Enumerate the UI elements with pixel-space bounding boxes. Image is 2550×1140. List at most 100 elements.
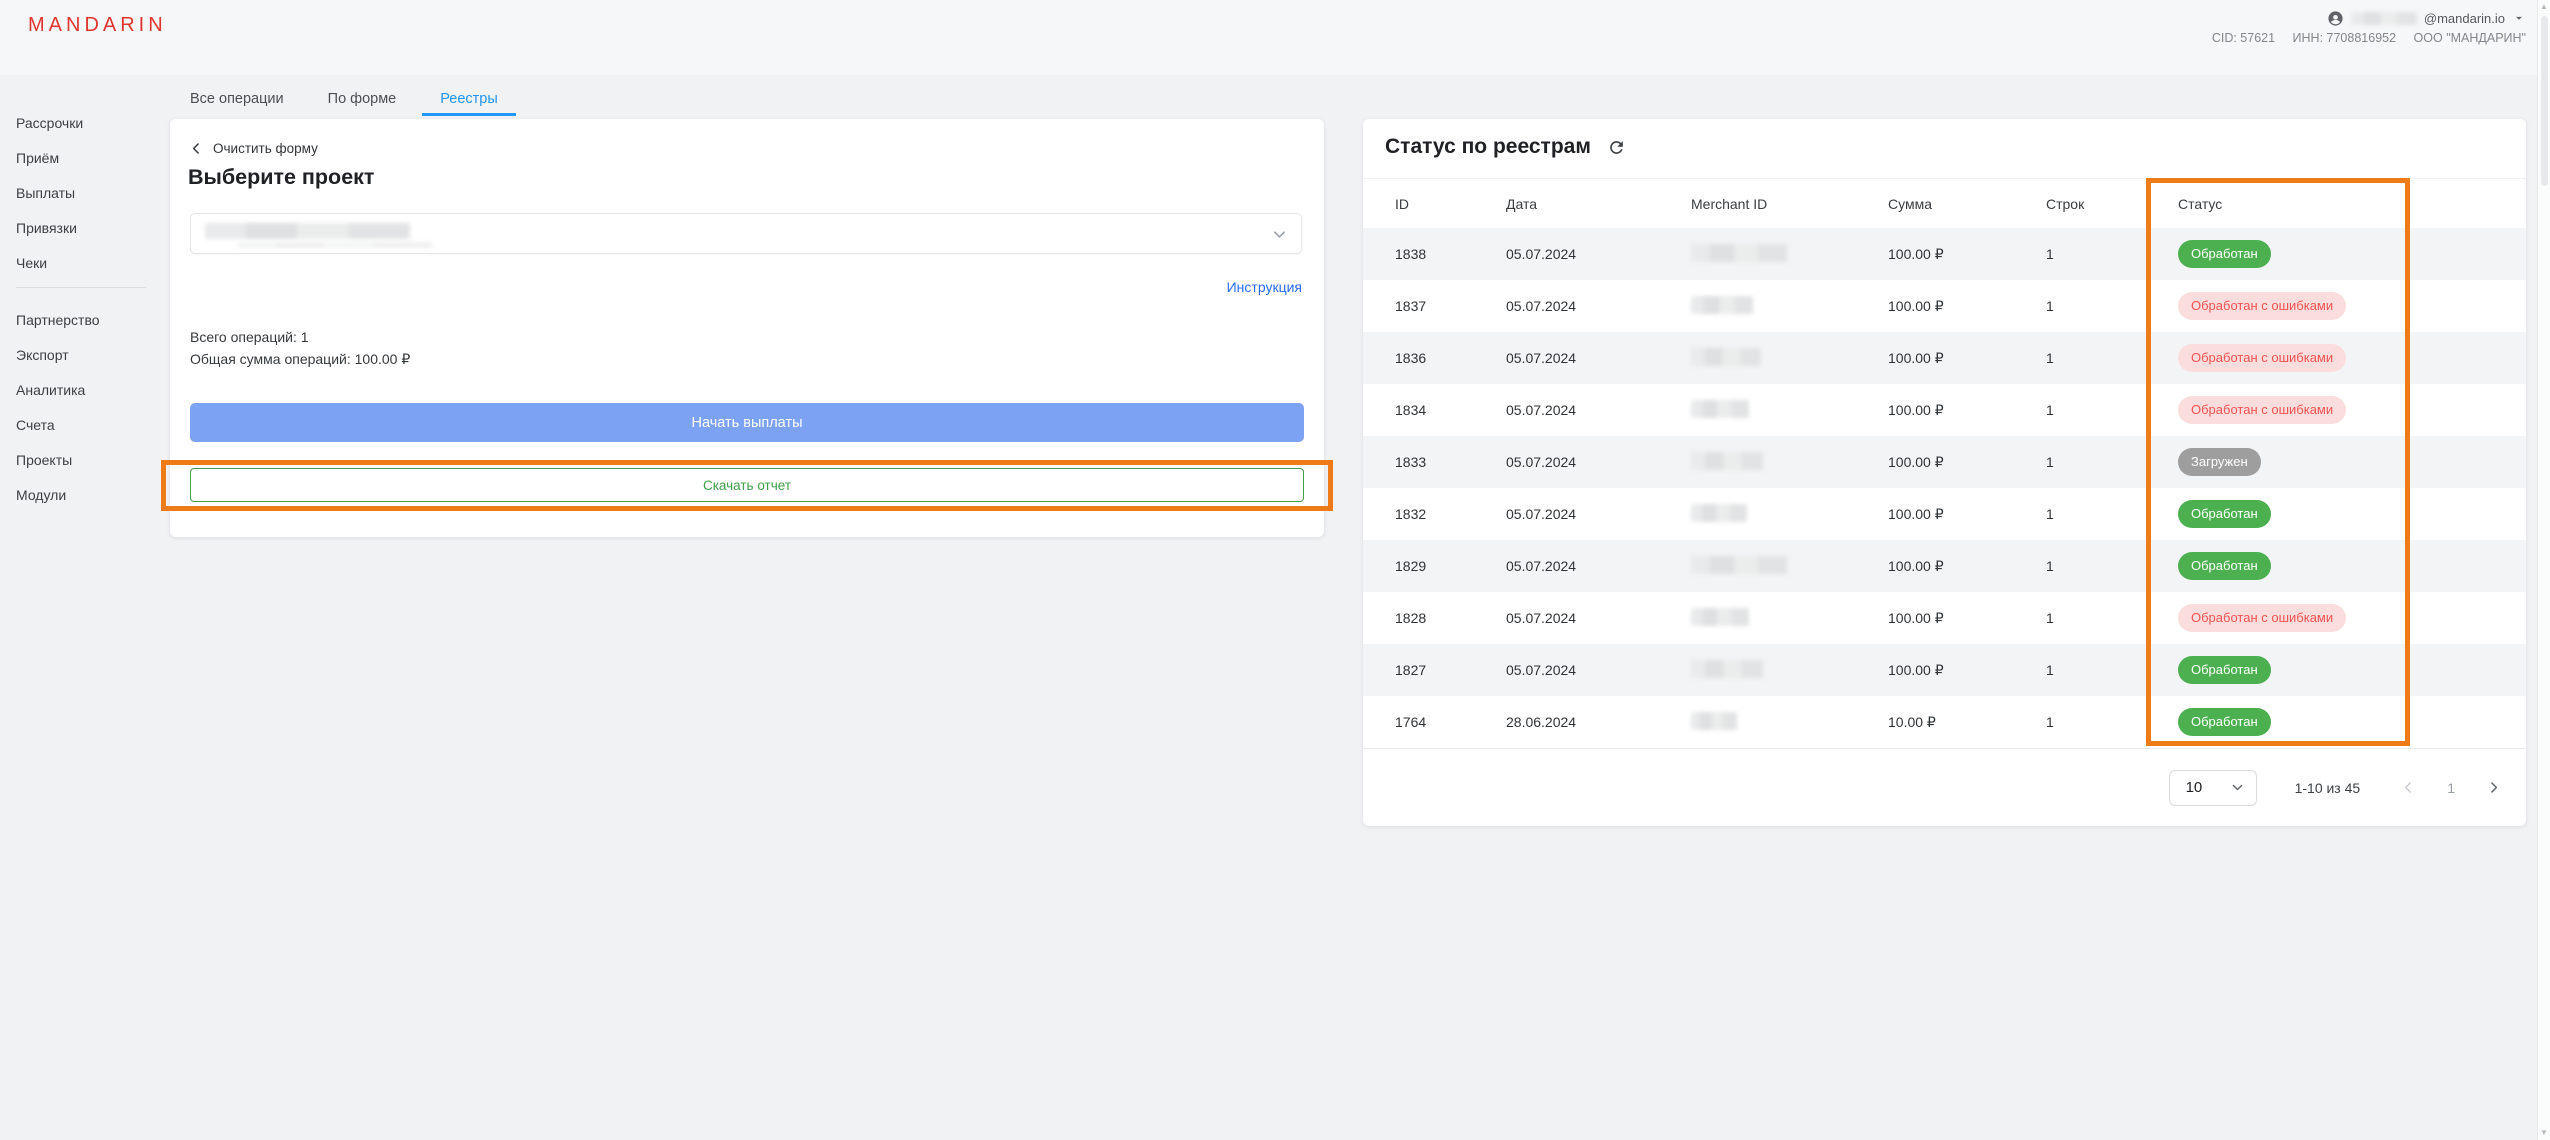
clear-form-button[interactable]: Очистить форму — [190, 141, 318, 156]
total-operations-text: Всего операций: 1 — [190, 329, 309, 345]
chevron-down-icon — [1272, 227, 1287, 247]
scrollbar-thumb[interactable] — [2541, 16, 2548, 186]
prev-page-button[interactable] — [2402, 781, 2415, 794]
sidebar-item-moduli[interactable]: Модули — [16, 487, 67, 503]
merchant-id-redacted — [1691, 399, 1749, 418]
tabs: Все операции По форме Реестры — [172, 84, 516, 116]
sidebar-item-priyom[interactable]: Приём — [16, 150, 60, 166]
status-badge: Обработан — [2178, 500, 2271, 528]
sidebar-item-analitika[interactable]: Аналитика — [16, 382, 86, 398]
cell-date: 05.07.2024 — [1506, 350, 1577, 366]
cell-id: 1833 — [1395, 454, 1427, 470]
cell-status: Обработан — [2178, 656, 2440, 684]
account-meta: CID: 57621 ИНН: 7708816952 ООО "МАНДАРИН… — [2198, 31, 2526, 45]
sidebar-item-eksport[interactable]: Экспорт — [16, 347, 69, 363]
table-row[interactable]: 1832 05.07.2024 100.00 ₽ 1 Обработан — [1363, 488, 2526, 540]
merchant-id-redacted — [1691, 451, 1763, 470]
cell-date: 05.07.2024 — [1506, 662, 1577, 678]
registry-title: Статус по реестрам — [1385, 135, 1591, 158]
next-page-button[interactable] — [2487, 781, 2500, 794]
cell-merchant — [1691, 659, 1888, 681]
cell-merchant — [1691, 711, 1888, 733]
cell-sum: 100.00 ₽ — [1888, 349, 1944, 366]
table-header: ID Дата Merchant ID Сумма Строк Статус — [1363, 178, 2526, 228]
tab-registries[interactable]: Реестры — [422, 84, 516, 116]
table-row[interactable]: 1827 05.07.2024 100.00 ₽ 1 Обработан — [1363, 644, 2526, 696]
sidebar-item-privyazki[interactable]: Привязки — [16, 220, 77, 236]
status-badge: Обработан с ошибками — [2178, 292, 2347, 320]
org-label: ООО "МАНДАРИН" — [2413, 31, 2526, 45]
table-row[interactable]: 1764 28.06.2024 10.00 ₽ 1 Обработан — [1363, 696, 2526, 748]
cell-status: Обработан с ошибками — [2178, 604, 2440, 632]
cell-sum: 100.00 ₽ — [1888, 297, 1944, 314]
tab-by-form[interactable]: По форме — [327, 91, 397, 107]
page-size-value: 10 — [2185, 779, 2203, 796]
registry-card: Статус по реестрам ID Дата Merchant ID Сумм… — [1363, 119, 2526, 826]
table-row[interactable]: 1837 05.07.2024 100.00 ₽ 1 Обработан с о… — [1363, 280, 2526, 332]
sidebar-item-vyplaty[interactable]: Выплаты — [16, 185, 76, 201]
merchant-id-redacted — [1691, 503, 1747, 522]
cell-id: 1837 — [1395, 298, 1427, 314]
table-row[interactable]: 1833 05.07.2024 100.00 ₽ 1 Загружен — [1363, 436, 2526, 488]
cell-sum: 100.00 ₽ — [1888, 609, 1944, 626]
status-badge: Обработан — [2178, 240, 2271, 268]
table-row[interactable]: 1828 05.07.2024 100.00 ₽ 1 Обработан с о… — [1363, 592, 2526, 644]
table-row[interactable]: 1829 05.07.2024 100.00 ₽ 1 Обработан — [1363, 540, 2526, 592]
table-body: 1838 05.07.2024 100.00 ₽ 1 Обработан 183… — [1363, 228, 2526, 748]
user-email-suffix: @mandarin.io — [2423, 10, 2505, 26]
status-badge: Загружен — [2178, 448, 2261, 476]
table-row[interactable]: 1836 05.07.2024 100.00 ₽ 1 Обработан с о… — [1363, 332, 2526, 384]
cell-status: Обработан с ошибками — [2178, 344, 2440, 372]
sidebar: Рассрочки Приём Выплаты Привязки Чеки Партнер… — [16, 112, 166, 519]
status-badge: Обработан — [2178, 708, 2271, 736]
sidebar-item-proekty[interactable]: Проекты — [16, 452, 73, 468]
merchant-id-redacted — [1691, 659, 1763, 678]
cell-id: 1828 — [1395, 610, 1427, 626]
user-menu[interactable]: @mandarin.io — [2198, 9, 2526, 27]
cid-label: CID: 57621 — [2211, 31, 2276, 45]
form-card: Очистить форму Выберите проект Инструкци… — [161, 119, 1333, 537]
tab-all-operations[interactable]: Все операции — [190, 91, 284, 107]
cell-status: Загружен — [2178, 448, 2440, 476]
sidebar-item-rassrochki[interactable]: Рассрочки — [16, 115, 84, 131]
cell-merchant — [1691, 451, 1888, 473]
sidebar-item-partnerstvo[interactable]: Партнерство — [16, 312, 100, 328]
scroll-down-icon[interactable]: ▼ — [2540, 1128, 2548, 1137]
page-size-select[interactable]: 10 — [2168, 769, 2257, 806]
table-row[interactable]: 1838 05.07.2024 100.00 ₽ 1 Обработан — [1363, 228, 2526, 280]
cell-rows: 1 — [2046, 298, 2054, 314]
status-badge: Обработан — [2178, 552, 2271, 580]
cell-rows: 1 — [2046, 506, 2054, 522]
refresh-button[interactable] — [1607, 138, 1626, 157]
caret-down-icon — [2512, 11, 2526, 25]
cell-rows: 1 — [2046, 402, 2054, 418]
chevron-left-icon — [190, 142, 203, 155]
page-number: 1 — [2447, 779, 2455, 796]
merchant-id-redacted — [1691, 555, 1787, 574]
scroll-up-icon[interactable]: ▲ — [2540, 2, 2548, 11]
status-badge: Обработан с ошибками — [2178, 604, 2347, 632]
instruction-link[interactable]: Инструкция — [1226, 279, 1302, 295]
scrollbar[interactable]: ▲ ▼ — [2537, 0, 2550, 1140]
project-select[interactable] — [190, 213, 1302, 254]
merchant-id-redacted — [1691, 711, 1737, 730]
start-payouts-button[interactable]: Начать выплаты — [190, 403, 1304, 442]
cell-date: 28.06.2024 — [1506, 714, 1577, 730]
sidebar-item-cheki[interactable]: Чеки — [16, 255, 48, 271]
totals-block: Всего операций: 1 Общая сумма операций: … — [190, 326, 410, 370]
cell-id: 1829 — [1395, 558, 1427, 574]
cell-merchant — [1691, 399, 1888, 421]
cell-date: 05.07.2024 — [1506, 610, 1577, 626]
cell-sum: 100.00 ₽ — [1888, 453, 1944, 470]
cell-id: 1832 — [1395, 506, 1427, 522]
logo: MANDARIN — [28, 14, 167, 36]
cell-sum: 10.00 ₽ — [1888, 713, 1936, 730]
sidebar-item-scheta[interactable]: Счета — [16, 417, 55, 433]
cell-sum: 100.00 ₽ — [1888, 245, 1944, 262]
inn-label: ИНН: 7708816952 — [2292, 31, 2397, 45]
header-cell-сумма: Сумма — [1888, 195, 1932, 212]
status-badge: Обработан с ошибками — [2178, 344, 2347, 372]
select-subvalue-redacted — [237, 242, 432, 248]
table-row[interactable]: 1834 05.07.2024 100.00 ₽ 1 Обработан с о… — [1363, 384, 2526, 436]
download-report-button[interactable]: Скачать отчет — [190, 468, 1304, 502]
